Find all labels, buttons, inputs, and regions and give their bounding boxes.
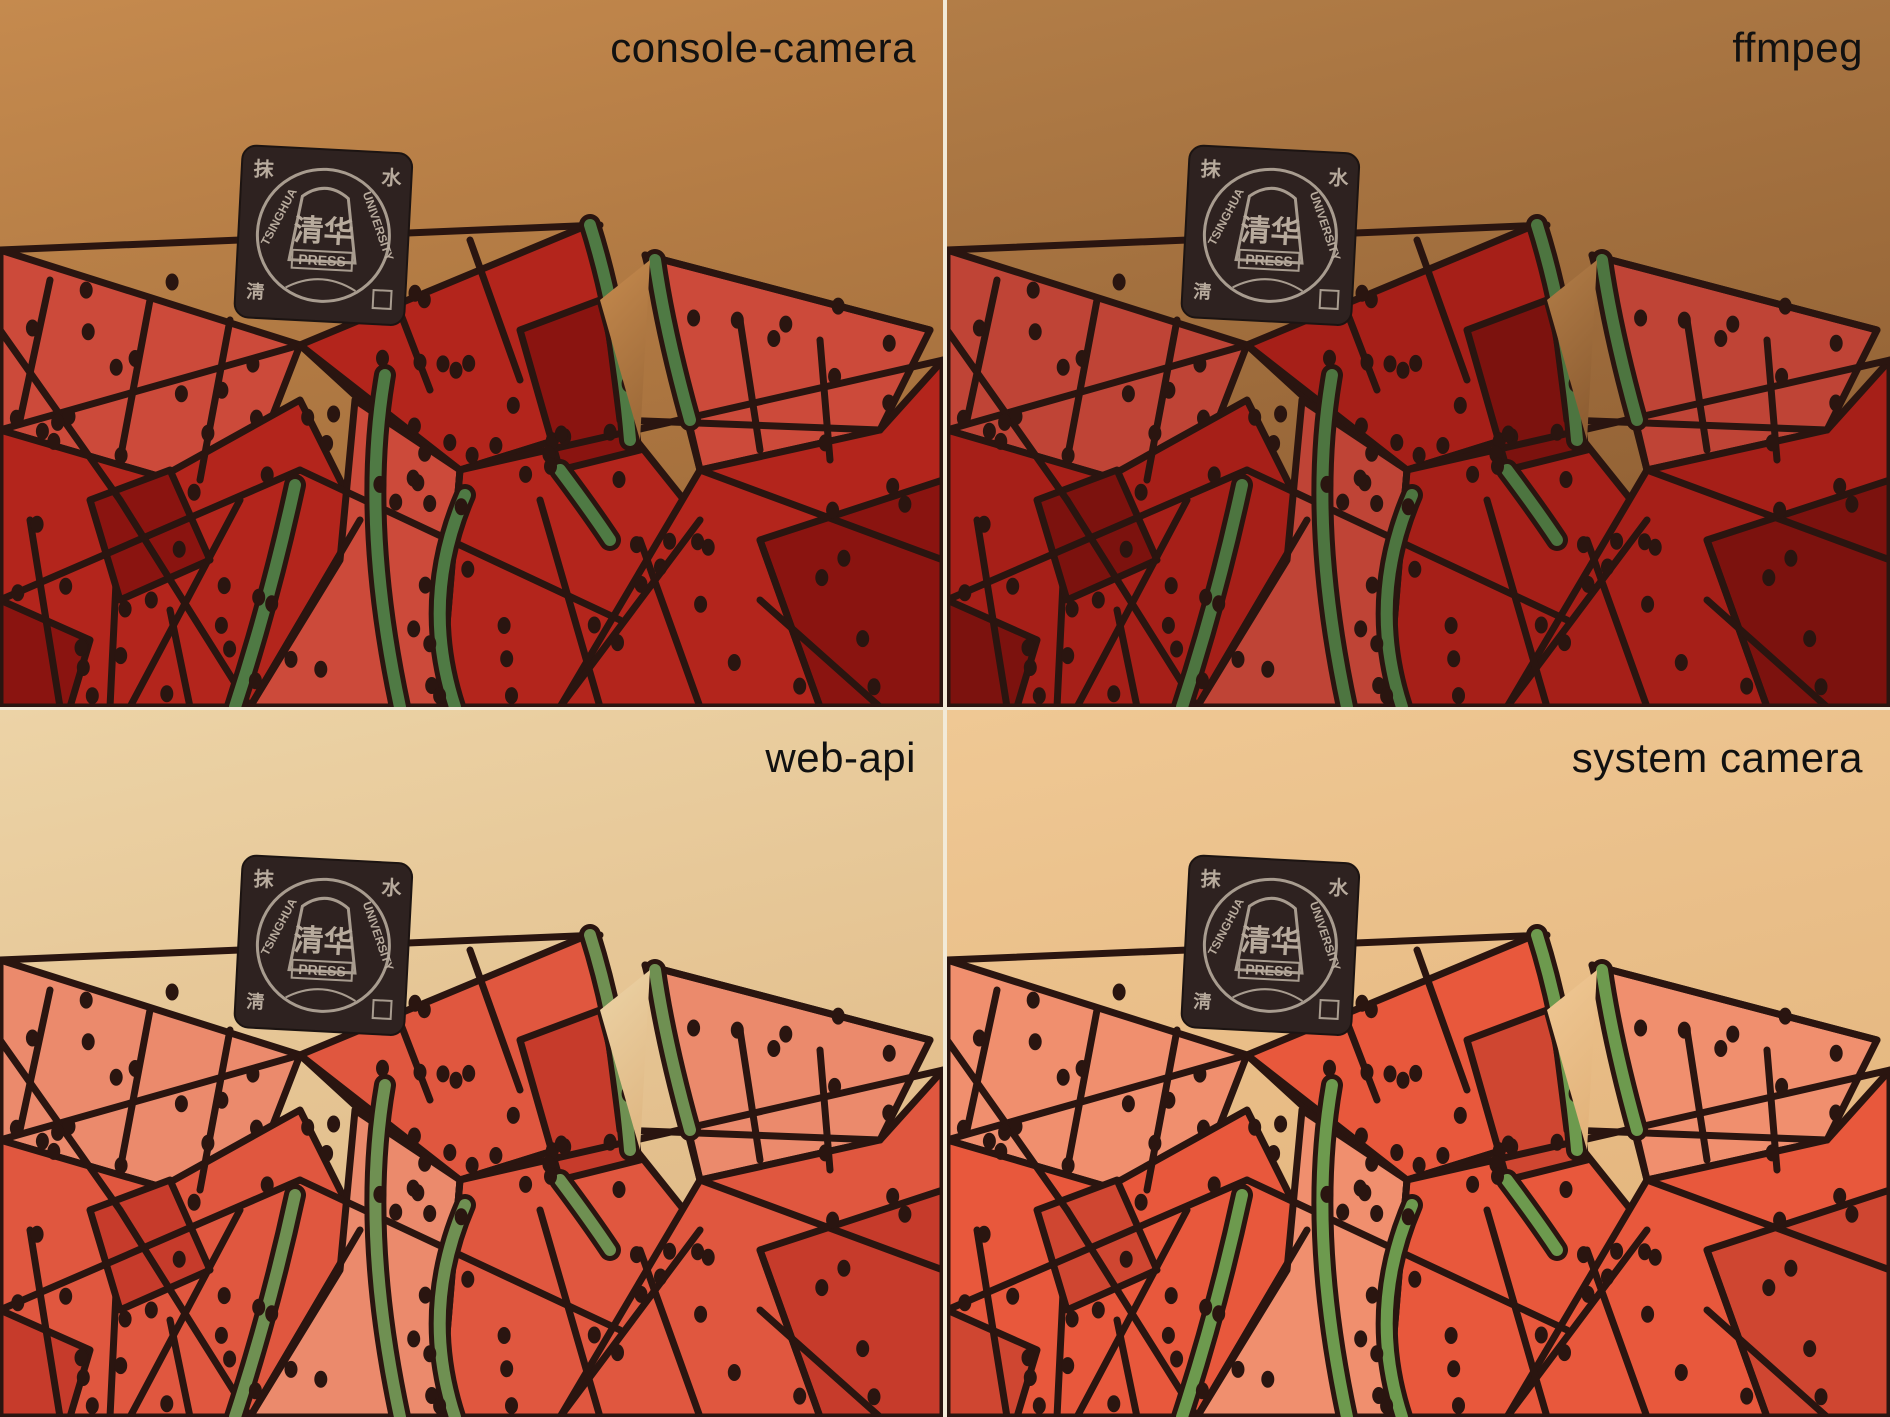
seal-top-left-char: 抹 <box>1200 157 1222 182</box>
watermelon-collage <box>947 932 1890 1417</box>
publisher-seal-icon: 抹水淸清华PRESSTSINGHUA UNIVERSITY <box>1181 855 1360 1036</box>
seal-bottom-left-char: 淸 <box>1193 281 1212 302</box>
scene-photo: 抹水淸清华PRESSTSINGHUA UNIVERSITY <box>947 710 1890 1417</box>
seal-top-right-char: 水 <box>381 876 403 900</box>
panel-label: web-api <box>765 732 916 784</box>
seal-banner: PRESS <box>298 251 346 269</box>
seal-center-chars: 清华 <box>293 214 355 250</box>
seal-top-right-char: 水 <box>1328 876 1350 900</box>
seal-center-chars: 清华 <box>1240 924 1302 960</box>
seal-top-left-char: 抹 <box>253 867 275 892</box>
seal-banner: PRESS <box>298 961 346 979</box>
panel-label: ffmpeg <box>1732 22 1863 74</box>
seal-top-left-char: 抹 <box>253 157 275 182</box>
publisher-seal-icon: 抹水淸清华PRESSTSINGHUA UNIVERSITY <box>234 145 413 326</box>
publisher-seal-icon: 抹水淸清华PRESSTSINGHUA UNIVERSITY <box>234 855 413 1036</box>
panel-web-api: 抹水淸清华 PRESS TSINGHUA UNIVERSITY web-api <box>0 710 943 1417</box>
panel-system-camera: 抹水淸清华 PRESS TSINGHUA UNIVERSITY system came… <box>947 710 1890 1417</box>
panel-label: system camera <box>1572 732 1863 784</box>
seal-bottom-left-char: 淸 <box>246 991 265 1012</box>
watermelon-collage <box>0 932 943 1417</box>
watermelon-collage <box>0 222 943 707</box>
seal-banner: PRESS <box>1245 961 1293 979</box>
seal-bottom-left-char: 淸 <box>246 281 265 302</box>
scene-photo: 抹水淸清华PRESSTSINGHUA UNIVERSITY <box>947 0 1890 707</box>
scene-photo: 抹水淸清华PRESSTSINGHUA UNIVERSITY <box>0 710 943 1417</box>
panel-ffmpeg: 抹水淸清华 PRESS TSINGHUA UNIVERSITY ffmpeg <box>947 0 1890 707</box>
seal-banner: PRESS <box>1245 251 1293 269</box>
seal-bottom-left-char: 淸 <box>1193 991 1212 1012</box>
publisher-seal-icon: 抹水淸清华PRESSTSINGHUA UNIVERSITY <box>1181 145 1360 326</box>
seal-top-right-char: 水 <box>381 166 403 190</box>
scene-photo: 抹水淸清华PRESSTSINGHUA UNIVERSITY <box>0 0 943 707</box>
seal-center-chars: 清华 <box>1240 214 1302 250</box>
seal-center-chars: 清华 <box>293 924 355 960</box>
panel-console-camera: 抹水淸清华 PRESS TSINGHUA UNIVERSITY console-cam… <box>0 0 943 707</box>
seal-top-right-char: 水 <box>1328 166 1350 190</box>
seal-top-left-char: 抹 <box>1200 867 1222 892</box>
watermelon-collage <box>947 222 1890 707</box>
panel-label: console-camera <box>610 22 916 74</box>
